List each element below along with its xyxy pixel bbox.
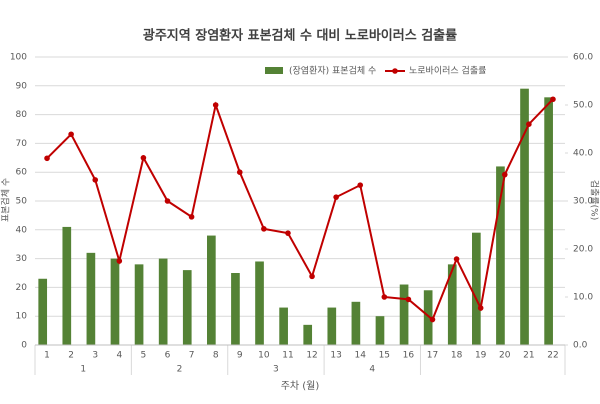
bar (279, 308, 288, 345)
point (526, 121, 532, 127)
y2-tick-label: 40.0 (573, 149, 593, 159)
point (92, 177, 98, 183)
bar (544, 97, 553, 345)
x-tick-label: 3 (92, 351, 98, 361)
x-tick-label: 11 (282, 351, 293, 361)
y-tick-label: 80 (16, 110, 28, 120)
point (550, 96, 556, 102)
bar (231, 273, 240, 345)
y-tick-label: 50 (16, 197, 28, 207)
x-tick-label: 10 (258, 351, 270, 361)
group-label: 2 (177, 365, 183, 375)
point (117, 258, 123, 264)
chart-title: 광주지역 장염환자 표본검체 수 대비 노로바이러스 검출률 (143, 28, 457, 44)
y2-tick-label: 10.0 (573, 293, 593, 303)
legend-label: 노로바이러스 검출률 (409, 65, 486, 77)
point (357, 182, 363, 188)
bar (183, 270, 192, 345)
x-tick-label: 2 (68, 351, 74, 361)
x-tick-label: 12 (306, 351, 317, 361)
point (309, 274, 315, 280)
point (502, 172, 508, 178)
x-tick-label: 7 (189, 351, 195, 361)
y-tick-label: 30 (16, 254, 28, 264)
y-tick-label: 60 (16, 168, 28, 178)
x-tick-label: 15 (379, 351, 390, 361)
y-tick-label: 40 (16, 225, 28, 235)
y2-tick-label: 60.0 (573, 53, 593, 63)
group-label: 1 (80, 365, 86, 375)
bar (376, 316, 385, 345)
bar (38, 279, 47, 345)
x-tick-label: 16 (403, 351, 415, 361)
x-tick-label: 20 (499, 351, 511, 361)
bar (255, 261, 264, 345)
legend-label: (장염환자) 표본검체 수 (289, 65, 376, 77)
bar (111, 259, 120, 345)
point (430, 317, 436, 323)
x-tick-label: 22 (547, 351, 558, 361)
x-tick-label: 21 (523, 351, 534, 361)
x-axis-title: 주차 (월) (281, 380, 320, 392)
x-tick-label: 18 (451, 351, 463, 361)
y-tick-label: 100 (10, 53, 27, 63)
bar (472, 233, 481, 345)
group-label: 4 (369, 365, 375, 375)
y-axis-title: 표본검체 수 (0, 178, 12, 222)
y-tick-label: 90 (16, 81, 28, 91)
bar (135, 264, 144, 345)
point (213, 102, 219, 108)
point (68, 131, 74, 137)
point (285, 230, 291, 236)
point (261, 226, 267, 232)
x-tick-label: 14 (355, 351, 367, 361)
bar (207, 236, 216, 345)
legend-swatch (265, 67, 283, 74)
bar (400, 285, 409, 345)
bar (87, 253, 96, 345)
bar (303, 325, 312, 345)
bar (62, 227, 71, 345)
bar (352, 302, 361, 345)
y-tick-label: 10 (16, 312, 28, 322)
x-tick-label: 5 (141, 351, 147, 361)
x-tick-label: 8 (213, 351, 219, 361)
y2-tick-label: 50.0 (573, 101, 593, 111)
point (333, 194, 339, 200)
bar (159, 259, 168, 345)
point (454, 256, 460, 262)
point (237, 169, 243, 175)
group-label: 3 (273, 365, 279, 375)
bar (327, 308, 336, 345)
point (478, 305, 484, 311)
x-tick-label: 6 (165, 351, 171, 361)
x-tick-label: 13 (330, 351, 341, 361)
x-tick-label: 17 (427, 351, 438, 361)
point (165, 198, 171, 204)
x-tick-label: 1 (44, 351, 50, 361)
point (44, 155, 50, 161)
y-tick-label: 20 (16, 283, 28, 293)
x-tick-label: 4 (116, 351, 122, 361)
x-tick-label: 9 (237, 351, 243, 361)
point (382, 294, 388, 300)
y-tick-label: 70 (16, 139, 28, 149)
y2-tick-label: 0.0 (573, 341, 588, 351)
point (406, 297, 412, 303)
point (141, 155, 147, 161)
y2-tick-label: 20.0 (573, 245, 593, 255)
legend-swatch (392, 68, 398, 74)
y-tick-label: 0 (21, 341, 27, 351)
x-tick-label: 19 (475, 351, 487, 361)
point (189, 214, 195, 220)
y2-tick-label: 30.0 (573, 197, 593, 207)
